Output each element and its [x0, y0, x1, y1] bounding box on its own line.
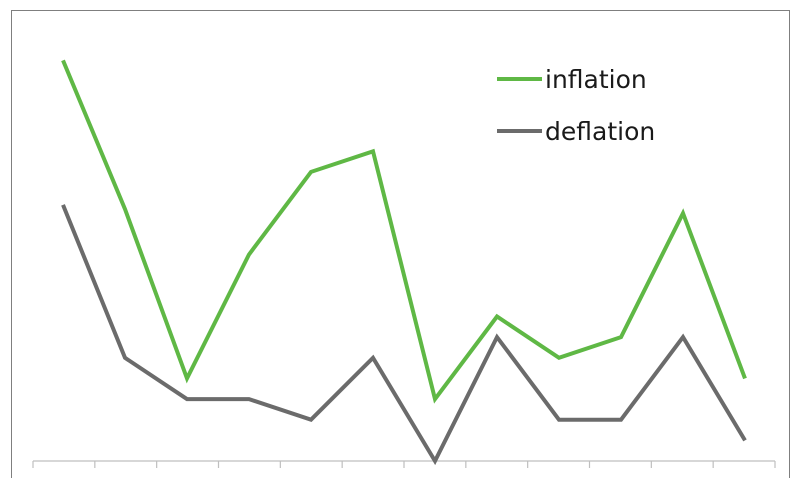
legend-label-inflation: inflation — [545, 65, 647, 94]
x-axis-ticks — [32, 461, 776, 468]
legend: inflation deflation — [497, 65, 655, 146]
chart-frame — [11, 10, 790, 478]
legend-label-deflation: deflation — [545, 117, 655, 146]
series-line-deflation — [61, 204, 747, 466]
series-lines — [61, 59, 747, 466]
series-line-inflation — [61, 59, 747, 404]
